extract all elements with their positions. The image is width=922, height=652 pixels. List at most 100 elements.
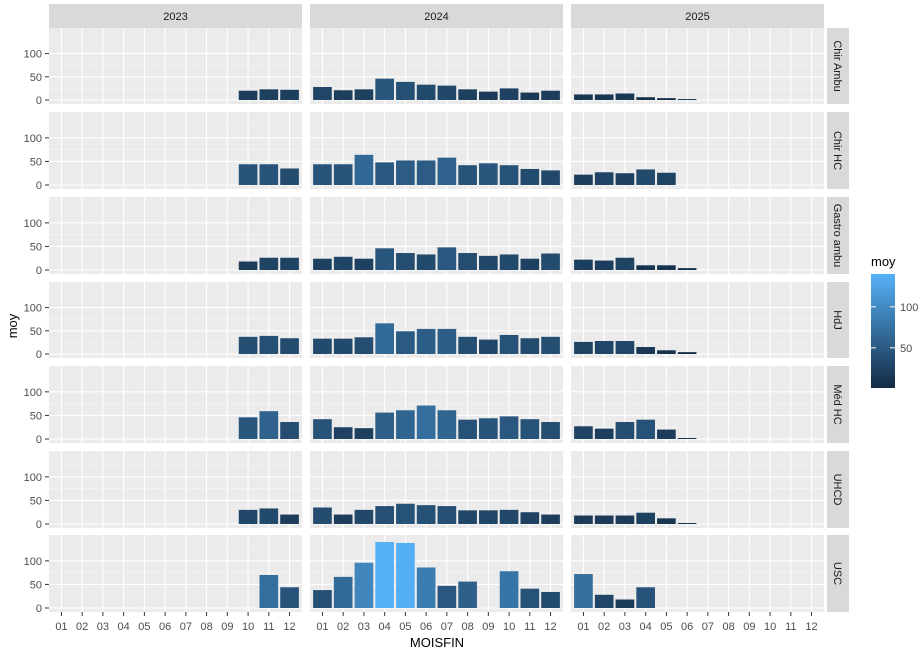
bar-uhcd-2024-06 — [416, 505, 436, 524]
x-tick-label: 05 — [399, 621, 411, 633]
x-tick-label: 04 — [640, 621, 652, 633]
bar-chir-hc-2024-11 — [520, 168, 540, 185]
x-tick-label: 02 — [76, 621, 88, 633]
x-tick-label: 04 — [379, 621, 391, 633]
y-tick-label: 100 — [24, 303, 42, 315]
panel-med-hc-2025 — [571, 366, 824, 443]
panel-hdj-2023 — [49, 282, 302, 358]
bar-usc-2025-01 — [574, 574, 593, 608]
bar-chir-ambu-2024-01 — [313, 87, 332, 100]
bar-usc-2025-03 — [615, 599, 635, 608]
bar-uhcd-2024-02 — [333, 514, 353, 524]
bar-uhcd-2024-09 — [479, 510, 498, 524]
strip-column-2024 — [310, 4, 563, 28]
bar-med-hc-2024-08 — [458, 419, 477, 439]
bar-med-hc-2024-11 — [520, 419, 540, 439]
x-tick-label: 06 — [159, 621, 171, 633]
x-tick-label: 01 — [577, 621, 589, 633]
bar-chir-ambu-2025-06 — [677, 99, 697, 100]
bar-chir-hc-2025-03 — [615, 173, 635, 185]
bar-gastro-ambu-2024-05 — [396, 253, 415, 270]
y-tick-label: 100 — [24, 218, 42, 230]
strip-row-label: Chir Ambu — [831, 40, 843, 91]
strip-row-gastro-ambu — [827, 197, 849, 274]
bar-gastro-ambu-2025-01 — [574, 259, 593, 270]
bar-usc-2024-04 — [375, 542, 394, 608]
bar-chir-ambu-2024-08 — [458, 89, 477, 100]
y-tick-label: 100 — [24, 133, 42, 145]
bar-gastro-ambu-2024-03 — [354, 258, 374, 270]
x-tick-label: 08 — [461, 621, 473, 633]
bar-chir-ambu-2025-03 — [615, 93, 635, 100]
strip-row-chir-ambu — [827, 28, 849, 104]
bar-gastro-ambu-2025-02 — [594, 260, 614, 270]
panel-chir-hc-2023 — [49, 112, 302, 189]
bar-gastro-ambu-2023-12 — [280, 257, 299, 270]
bar-med-hc-2024-09 — [479, 418, 498, 439]
bar-uhcd-2023-10 — [238, 509, 258, 524]
bar-med-hc-2023-12 — [280, 422, 299, 439]
bar-uhcd-2025-01 — [574, 515, 593, 524]
panel-chir-ambu-2025 — [571, 28, 824, 104]
bar-gastro-ambu-2024-02 — [333, 256, 353, 270]
bar-chir-ambu-2024-11 — [520, 92, 540, 100]
bar-hdj-2025-01 — [574, 341, 593, 354]
bar-usc-2024-10 — [499, 571, 519, 608]
x-tick-label: 10 — [764, 621, 776, 633]
panel-hdj-2024 — [310, 282, 563, 358]
strip-row-chir-hc — [827, 112, 849, 189]
x-tick-label: 05 — [138, 621, 150, 633]
strip-row-label: USC — [831, 562, 843, 585]
bar-gastro-ambu-2024-11 — [520, 258, 540, 270]
bar-gastro-ambu-2024-09 — [479, 255, 498, 270]
bar-gastro-ambu-2025-04 — [636, 265, 655, 270]
bar-usc-2024-05 — [396, 542, 415, 608]
bar-chir-hc-2024-12 — [541, 170, 560, 185]
bar-uhcd-2024-07 — [437, 506, 457, 524]
bar-chir-hc-2024-05 — [396, 160, 415, 185]
strip-row-usc — [827, 535, 849, 612]
x-tick-label: 06 — [681, 621, 693, 633]
bar-uhcd-2024-05 — [396, 503, 415, 524]
bar-gastro-ambu-2024-08 — [458, 253, 477, 270]
x-tick-label: 08 — [200, 621, 212, 633]
panel-usc-2023 — [49, 535, 302, 612]
bar-chir-ambu-2025-02 — [594, 94, 614, 100]
bar-chir-hc-2024-04 — [375, 162, 394, 185]
bar-gastro-ambu-2024-04 — [375, 248, 394, 270]
x-tick-label: 07 — [441, 621, 453, 633]
y-tick-label: 50 — [30, 495, 42, 507]
bar-usc-2025-04 — [636, 587, 655, 608]
strip-row-label: Méd HC — [831, 384, 843, 424]
bar-hdj-2024-11 — [520, 338, 540, 354]
panel-uhcd-2025 — [571, 451, 824, 528]
bar-chir-hc-2024-08 — [458, 165, 477, 185]
panel-med-hc-2023 — [49, 366, 302, 443]
bar-chir-ambu-2023-11 — [259, 89, 279, 100]
bar-hdj-2024-05 — [396, 331, 415, 354]
x-tick-label: 06 — [420, 621, 432, 633]
panel-gastro-ambu-2025 — [571, 197, 824, 274]
bar-chir-ambu-2023-12 — [280, 89, 299, 100]
bar-chir-ambu-2024-09 — [479, 91, 498, 100]
panel-gastro-ambu-2023 — [49, 197, 302, 274]
x-tick-label: 09 — [482, 621, 494, 633]
bar-hdj-2025-02 — [594, 341, 614, 354]
bar-gastro-ambu-2024-06 — [416, 254, 436, 270]
bar-uhcd-2025-03 — [615, 515, 635, 524]
bar-usc-2024-06 — [416, 567, 436, 608]
x-tick-label: 11 — [785, 621, 796, 633]
bar-chir-ambu-2024-07 — [437, 85, 457, 100]
x-tick-label: 03 — [358, 621, 370, 633]
x-tick-label: 09 — [221, 621, 233, 633]
panel-usc-2024 — [310, 535, 563, 612]
bar-chir-hc-2025-05 — [657, 172, 676, 185]
bar-uhcd-2024-01 — [313, 507, 332, 524]
bar-med-hc-2025-04 — [636, 419, 655, 439]
bar-hdj-2023-12 — [280, 338, 299, 354]
y-tick-label: 100 — [24, 556, 42, 568]
x-tick-label: 03 — [619, 621, 631, 633]
y-tick-label: 100 — [24, 387, 42, 399]
bar-gastro-ambu-2024-12 — [541, 253, 560, 270]
